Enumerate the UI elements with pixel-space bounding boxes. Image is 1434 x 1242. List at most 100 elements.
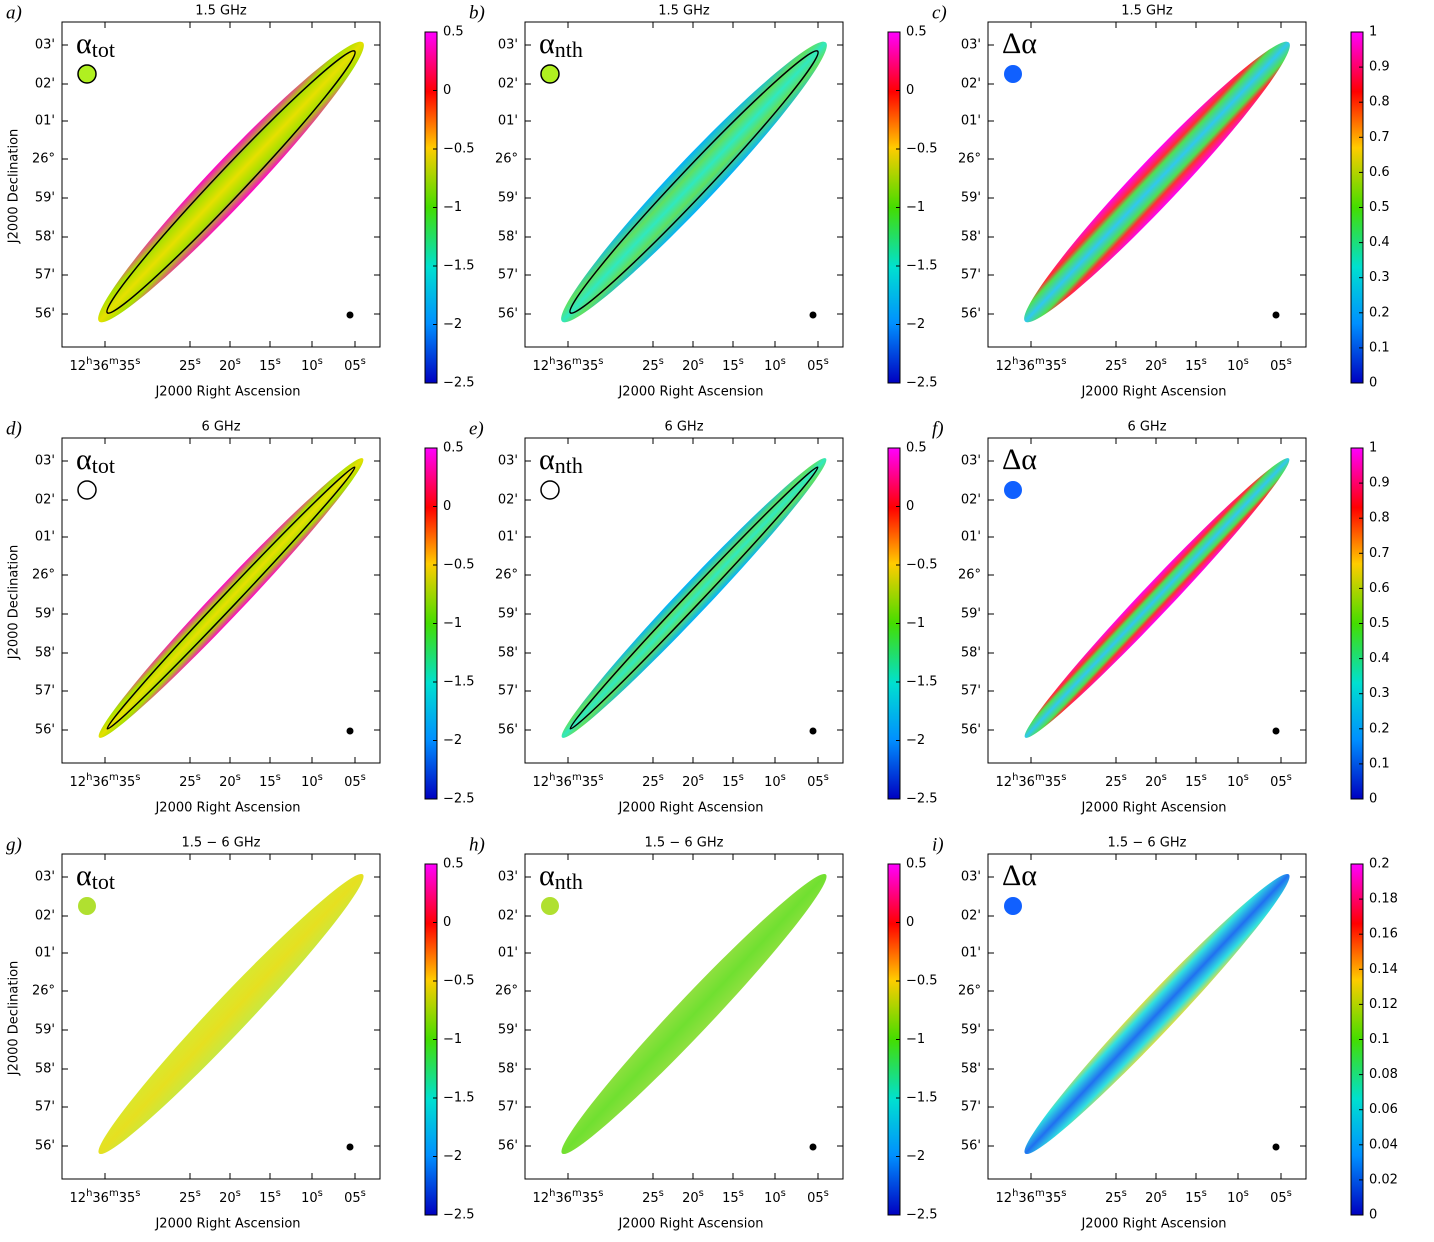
x-tick-label: 25s: [1105, 1188, 1127, 1206]
panel-title: 1.5 − 6 GHz: [645, 836, 724, 851]
colorbar-tick-label: −0.5: [443, 558, 475, 573]
y-tick-label: 26°: [32, 984, 55, 999]
x-tick-label: 10s: [1227, 356, 1249, 374]
y-tick-label: 01': [35, 530, 55, 545]
colorbar-tick-label: 0.14: [1369, 962, 1398, 977]
source: [1004, 65, 1022, 83]
x-tick-label: 12h36m35s: [533, 356, 604, 374]
x-tick-value: 10: [301, 359, 318, 374]
x-tick-unit: s: [196, 356, 201, 367]
x-tick-unit: s: [1202, 1188, 1207, 1199]
x-tick-value: 05: [344, 1191, 361, 1206]
colorbar-tick-label: 0.7: [1369, 546, 1390, 561]
panel-title: 6 GHz: [664, 420, 703, 435]
symbol: α: [539, 859, 555, 892]
x-tick-value: 12: [533, 1191, 550, 1206]
x-tick-value: 35: [582, 1191, 599, 1206]
x-tick-unit: m: [572, 1188, 582, 1199]
panel: a) 1.5 GHz αtot 03' 02' 01' 26° 59' 58' 57' 56' 12h…: [6, 2, 475, 399]
symbol: α: [76, 27, 92, 60]
colorbar-tick-label: 0: [443, 915, 451, 930]
x-tick-label: 12h36m35s: [70, 356, 141, 374]
colorbar-tick-label: 0: [1369, 1208, 1377, 1223]
x-tick-unit: m: [1035, 772, 1045, 783]
x-tick-value: 12: [996, 359, 1013, 374]
x-tick-label: 20s: [1145, 1188, 1167, 1206]
x-tick-unit: s: [699, 1188, 704, 1199]
x-tick-label: 15s: [1185, 1188, 1207, 1206]
map-symbol: Δα: [1002, 859, 1037, 892]
y-tick-label: 58': [961, 230, 981, 245]
x-tick-value: 35: [119, 775, 136, 790]
colorbar-tick-label: −1.5: [906, 675, 938, 690]
y-tick-label: 26°: [32, 568, 55, 583]
x-tick-label: 10s: [764, 1188, 786, 1206]
source: [540, 64, 560, 84]
x-tick-unit: s: [1287, 772, 1292, 783]
colorbar-tick-label: 0: [906, 83, 914, 98]
galaxy-map: [1024, 458, 1290, 738]
colorbar-tick-label: 0.5: [906, 25, 927, 40]
colorbar-tick-label: 0.18: [1369, 892, 1398, 907]
symbol: α: [76, 443, 92, 476]
source: [540, 480, 560, 500]
x-tick-value: 36: [555, 359, 572, 374]
panel-title: 1.5 − 6 GHz: [182, 836, 261, 851]
x-tick-value: 05: [807, 775, 824, 790]
x-tick-value: 15: [722, 1191, 739, 1206]
y-tick-label: 58': [498, 1062, 518, 1077]
x-tick-unit: s: [739, 356, 744, 367]
colorbar-tick-label: 0.5: [1369, 200, 1390, 215]
x-axis-label: J2000 Right Ascension: [154, 1217, 300, 1232]
x-tick-value: 10: [1227, 775, 1244, 790]
x-tick-label: 12h36m35s: [533, 1188, 604, 1206]
y-tick-label: 58': [498, 646, 518, 661]
colorbar-tick-label: 0.3: [1369, 686, 1390, 701]
colorbar-tick-label: −2: [443, 733, 462, 748]
x-tick-label: 10s: [301, 356, 323, 374]
x-tick-label: 10s: [1227, 772, 1249, 790]
panel: i) 1.5 − 6 GHz Δα 03' 02' 01' 26° 59' 58' 57' 56' 1…: [932, 834, 1398, 1231]
galaxy-map: [561, 458, 827, 738]
x-tick-value: 35: [1045, 1191, 1062, 1206]
x-tick-value: 20: [682, 775, 699, 790]
x-tick-label: 05s: [807, 772, 829, 790]
x-tick-value: 12: [996, 1191, 1013, 1206]
x-tick-unit: s: [1244, 772, 1249, 783]
panel: e) 6 GHz αnth 03' 02' 01' 26° 59' 58' 57' 56' 12h36…: [469, 418, 938, 815]
x-tick-unit: h: [1012, 772, 1018, 783]
x-tick-label: 20s: [682, 1188, 704, 1206]
contour: [106, 50, 356, 314]
x-tick-unit: s: [824, 1188, 829, 1199]
x-tick-value: 12: [996, 775, 1013, 790]
x-tick-value: 25: [1105, 775, 1122, 790]
panel-letter: d): [6, 418, 22, 439]
x-tick-value: 15: [1185, 775, 1202, 790]
panel-title: 6 GHz: [1127, 420, 1166, 435]
source: [77, 64, 97, 84]
x-tick-unit: s: [1122, 356, 1127, 367]
y-tick-label: 57': [498, 1100, 518, 1115]
colorbar-tick-label: −0.5: [906, 142, 938, 157]
x-tick-unit: h: [86, 1188, 92, 1199]
y-tick-label: 56': [35, 723, 55, 738]
x-axis-label: J2000 Right Ascension: [617, 1217, 763, 1232]
y-tick-label: 56': [498, 307, 518, 322]
x-tick-unit: m: [1035, 356, 1045, 367]
x-tick-unit: s: [276, 356, 281, 367]
x-tick-unit: s: [699, 356, 704, 367]
x-tick-unit: m: [572, 772, 582, 783]
x-tick-unit: h: [549, 356, 555, 367]
symbol-subscript: nth: [555, 453, 583, 478]
y-tick-label: 02': [961, 77, 981, 92]
x-tick-value: 15: [259, 359, 276, 374]
galaxy-map: [1024, 41, 1290, 323]
x-tick-value: 15: [259, 775, 276, 790]
x-tick-value: 15: [1185, 1191, 1202, 1206]
x-tick-unit: s: [699, 772, 704, 783]
source: [1004, 897, 1022, 915]
x-tick-value: 25: [179, 359, 196, 374]
x-tick-unit: s: [781, 772, 786, 783]
y-tick-label: 59': [961, 191, 981, 206]
